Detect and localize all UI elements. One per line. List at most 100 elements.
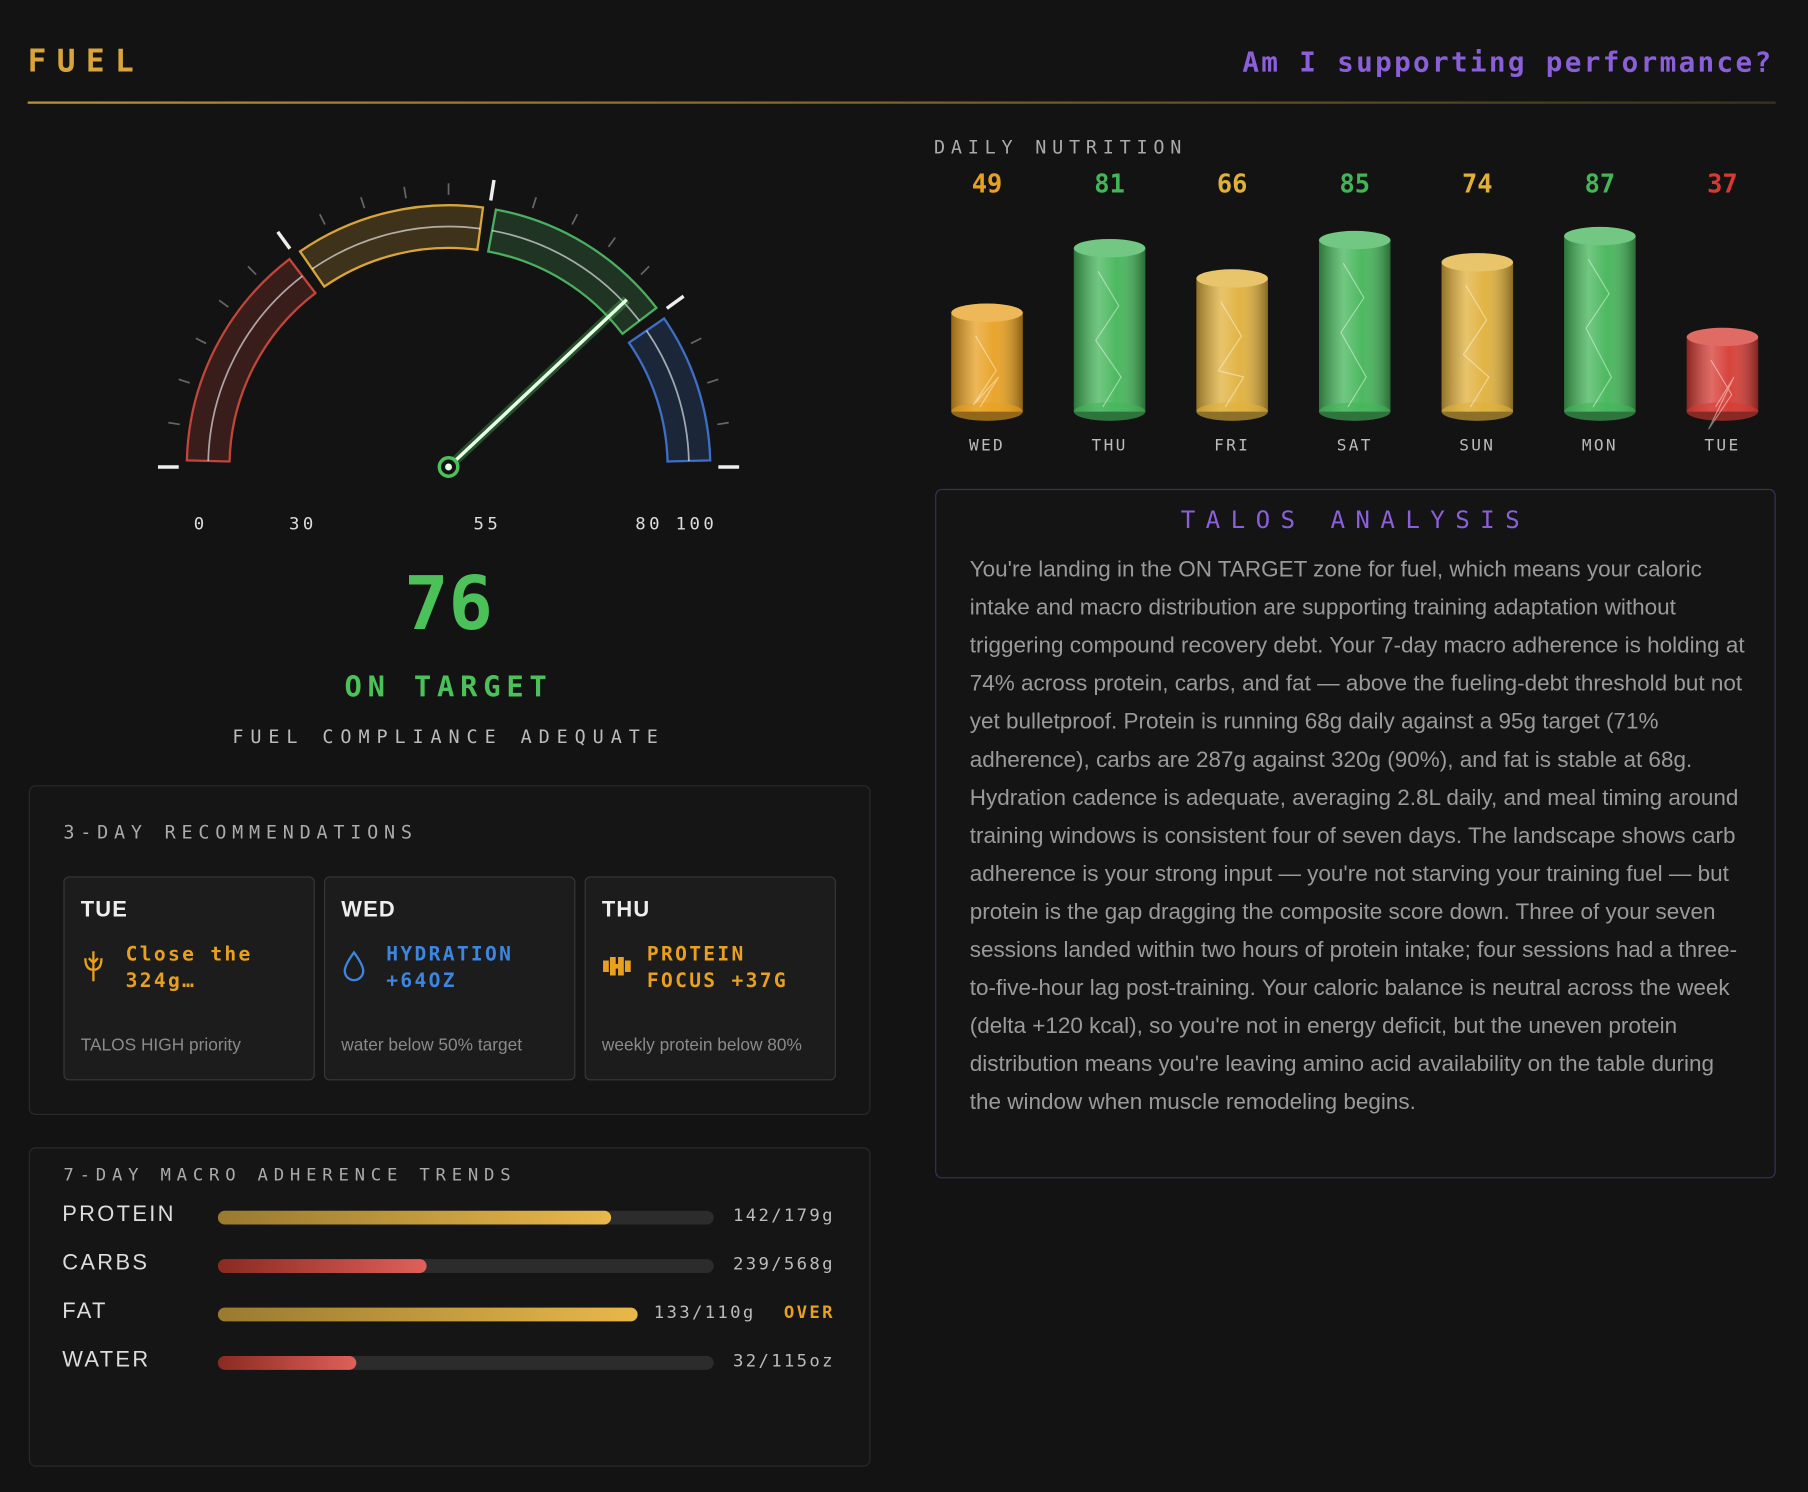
cylinder-top-highlight bbox=[951, 303, 1023, 322]
minor-tick bbox=[607, 237, 616, 248]
x-tick-label: FRI bbox=[1214, 436, 1250, 455]
cylinder-top bbox=[1686, 327, 1759, 347]
cylinder-top bbox=[1318, 230, 1391, 250]
cylinder-top bbox=[1564, 226, 1636, 246]
recommendation-card[interactable]: TUE Close the 324g… TALOS HIGH priority bbox=[63, 876, 315, 1081]
major-tick bbox=[489, 179, 496, 201]
gauge-zone bbox=[486, 208, 658, 336]
icon bbox=[343, 950, 365, 982]
cylinder-shade bbox=[951, 312, 1023, 412]
macro-name: PROTEIN bbox=[62, 1202, 176, 1227]
card-day: TUE bbox=[80, 898, 128, 923]
cylinder-top bbox=[1073, 238, 1146, 258]
gauge-zone-line bbox=[491, 229, 641, 322]
gauge-tick-label: 30 bbox=[289, 515, 317, 535]
card-note: water below 50% target bbox=[341, 1035, 523, 1056]
cylinder-bottom bbox=[951, 402, 1023, 421]
cylinder-bottom bbox=[1686, 402, 1759, 421]
minor-tick bbox=[403, 186, 407, 199]
gauge-tick-label: 0 bbox=[194, 515, 208, 535]
cylinder-bottom bbox=[1073, 402, 1146, 421]
macro-bar bbox=[217, 1307, 638, 1322]
cylinder-shade bbox=[1196, 278, 1268, 412]
analysis-panel: TALOS ANALYSIS You're landing in the ON … bbox=[935, 488, 1776, 1179]
value-label: 85 bbox=[1339, 169, 1370, 199]
major-tick bbox=[276, 230, 292, 250]
gauge-zone-line bbox=[311, 225, 481, 270]
icon bbox=[603, 957, 631, 976]
cylinder-texture bbox=[1217, 301, 1245, 408]
gauge-zone bbox=[298, 204, 485, 289]
gauge-zone bbox=[185, 257, 317, 463]
minor-tick bbox=[640, 265, 650, 276]
macro-status: OVER bbox=[783, 1301, 835, 1323]
chart-title: DAILY NUTRITION bbox=[933, 136, 1188, 158]
cylinder-top bbox=[1441, 253, 1514, 272]
cylinder-texture bbox=[1340, 262, 1367, 408]
panel-title: 7-DAY MACRO ADHERENCE TRENDS bbox=[63, 1164, 517, 1186]
cylinder-top-highlight bbox=[1196, 269, 1268, 288]
x-tick-label: WED bbox=[969, 436, 1005, 455]
x-tick-label: SUN bbox=[1459, 436, 1495, 455]
analysis-title: TALOS ANALYSIS bbox=[1180, 506, 1531, 534]
recommendation-card[interactable]: WED HYDRATION +64OZ water below 50% targ… bbox=[324, 876, 576, 1081]
cylinder-bottom bbox=[1564, 402, 1636, 421]
minor-tick bbox=[531, 196, 538, 209]
card-note: weekly protein below 80% bbox=[601, 1035, 802, 1056]
value-label: 74 bbox=[1462, 169, 1493, 199]
gauge-score: 76 bbox=[404, 562, 493, 647]
cylinder-shade bbox=[1318, 240, 1391, 412]
minor-tick bbox=[247, 265, 257, 276]
cylinder-texture bbox=[1708, 359, 1735, 430]
recommendation-card[interactable]: THU PROTEIN FOCUS +37G weekly protein be… bbox=[584, 876, 836, 1081]
gauge-zone-line bbox=[645, 330, 690, 461]
cylinder-top bbox=[951, 303, 1023, 322]
cylinder-top-highlight bbox=[1318, 230, 1391, 250]
macro-name: WATER bbox=[62, 1347, 151, 1373]
cylinder-shade bbox=[1441, 262, 1514, 412]
macro-label: 142/179g bbox=[733, 1204, 835, 1226]
minor-tick bbox=[318, 213, 326, 225]
card-action: Close the 324g… bbox=[125, 943, 253, 993]
gauge-subtitle: FUEL COMPLIANCE ADEQUATE bbox=[232, 727, 664, 748]
gauge-zone-line bbox=[207, 275, 303, 461]
macro-label: 239/568g bbox=[733, 1253, 835, 1275]
gauge-tick-label: 80 bbox=[635, 515, 663, 535]
value-label: 81 bbox=[1094, 169, 1125, 199]
minor-tick bbox=[360, 196, 366, 209]
minor-tick bbox=[168, 421, 180, 426]
card-day: THU bbox=[601, 898, 651, 923]
minor-tick bbox=[707, 378, 719, 384]
header-rule bbox=[27, 101, 1776, 104]
card-action: PROTEIN FOCUS +37G bbox=[646, 943, 788, 993]
page-question: Am I supporting performance? bbox=[1242, 46, 1774, 79]
minor-tick bbox=[690, 337, 702, 345]
cylinder-bottom bbox=[1318, 402, 1391, 421]
minor-tick bbox=[195, 337, 207, 345]
macro-label: 32/115oz bbox=[733, 1350, 835, 1371]
value-label: 87 bbox=[1585, 169, 1616, 199]
cylinder-top-highlight bbox=[1686, 327, 1759, 347]
macro-name: CARBS bbox=[62, 1251, 150, 1276]
macro-label: 133/110g bbox=[653, 1301, 756, 1323]
analysis-text: You're landing in the ON TARGET zone for… bbox=[969, 556, 1745, 1116]
macro-bar bbox=[217, 1259, 427, 1273]
gauge-tick-label: 55 bbox=[473, 515, 501, 535]
panel-title: 3-DAY RECOMMENDATIONS bbox=[63, 820, 418, 843]
page-title: FUEL bbox=[27, 43, 145, 80]
major-tick bbox=[665, 294, 685, 310]
cylinder-texture bbox=[1585, 258, 1613, 408]
minor-tick bbox=[717, 421, 729, 426]
gauge-tick-label: 100 bbox=[676, 515, 718, 535]
x-tick-label: SAT bbox=[1337, 436, 1373, 455]
recommendations-panel: 3-DAY RECOMMENDATIONS TUE Close the 324g… bbox=[28, 785, 871, 1116]
cylinder-top-highlight bbox=[1073, 238, 1146, 258]
gauge-needle bbox=[447, 298, 628, 469]
daily-nutrition-chart: 49 WED 81 THU 66 FRI 85 SAT 74 SUN 87 MON 37 TUE bbox=[951, 169, 1759, 455]
cylinder-shade bbox=[1073, 248, 1146, 412]
card-action: HYDRATION +64OZ bbox=[386, 943, 514, 993]
macro-bar bbox=[217, 1210, 612, 1225]
macro-name: FAT bbox=[62, 1299, 108, 1324]
